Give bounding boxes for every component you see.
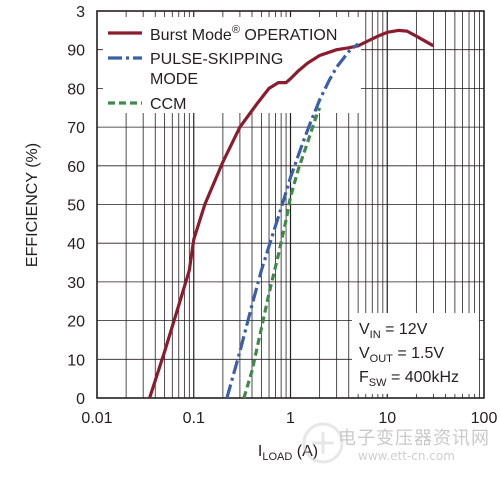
y-tick-label: 40 xyxy=(67,236,85,253)
y-tick-label: 90 xyxy=(67,43,85,60)
annotation-vout: VOUT = 1.5V xyxy=(359,345,444,365)
series-line-ccm xyxy=(242,107,322,399)
conditions-annotation: VIN = 12V VOUT = 1.5V FSW = 400kHz xyxy=(352,313,479,394)
annotation-fsw: FSW = 400kHz xyxy=(359,369,459,389)
y-tick-label: 70 xyxy=(67,120,85,137)
x-tick-label: 10 xyxy=(378,410,396,427)
legend-label-pulse: PULSE-SKIPPING xyxy=(150,51,283,68)
legend-label-ccm: CCM xyxy=(150,96,186,113)
annotation-vin: VIN = 12V xyxy=(359,321,428,341)
legend: Burst Mode® OPERATION PULSE-SKIPPING MOD… xyxy=(103,17,361,113)
watermark-text: 电子变压器资讯网 xyxy=(338,428,490,449)
watermark-url: www.ett-cn.com xyxy=(358,449,455,463)
y-tick-label: 30 xyxy=(67,275,85,292)
series-line-pulse xyxy=(225,42,360,399)
series-line-burst xyxy=(148,28,435,399)
legend-label-burst: Burst Mode® OPERATION xyxy=(150,24,337,44)
x-tick-label: 100 xyxy=(471,410,498,427)
series-lines xyxy=(148,28,435,399)
plot-frame xyxy=(96,10,485,399)
x-axis-title: ILOAD (A) xyxy=(258,443,318,463)
x-tick-label: 0.01 xyxy=(81,410,112,427)
x-tick-label: 0.1 xyxy=(183,410,205,427)
y-axis-title: EFFICIENCY (%) xyxy=(24,143,41,267)
y-tick-label: 80 xyxy=(67,81,85,98)
x-tick-label: 1 xyxy=(286,410,295,427)
y-tick-label-top: 3 xyxy=(76,4,85,21)
watermark-logo xyxy=(300,420,346,466)
y-tick-label: 20 xyxy=(67,314,85,331)
y-tick-label: 50 xyxy=(67,198,85,215)
y-tick-label: 60 xyxy=(67,159,85,176)
y-tick-label: 10 xyxy=(67,352,85,369)
tick-labels: 0 10 20 30 40 50 60 70 80 90 3 0.01 0.1 1 10 100 xyxy=(67,4,497,427)
y-tick-label: 0 xyxy=(76,391,85,408)
legend-label-pulse-cont: MODE xyxy=(150,71,198,88)
